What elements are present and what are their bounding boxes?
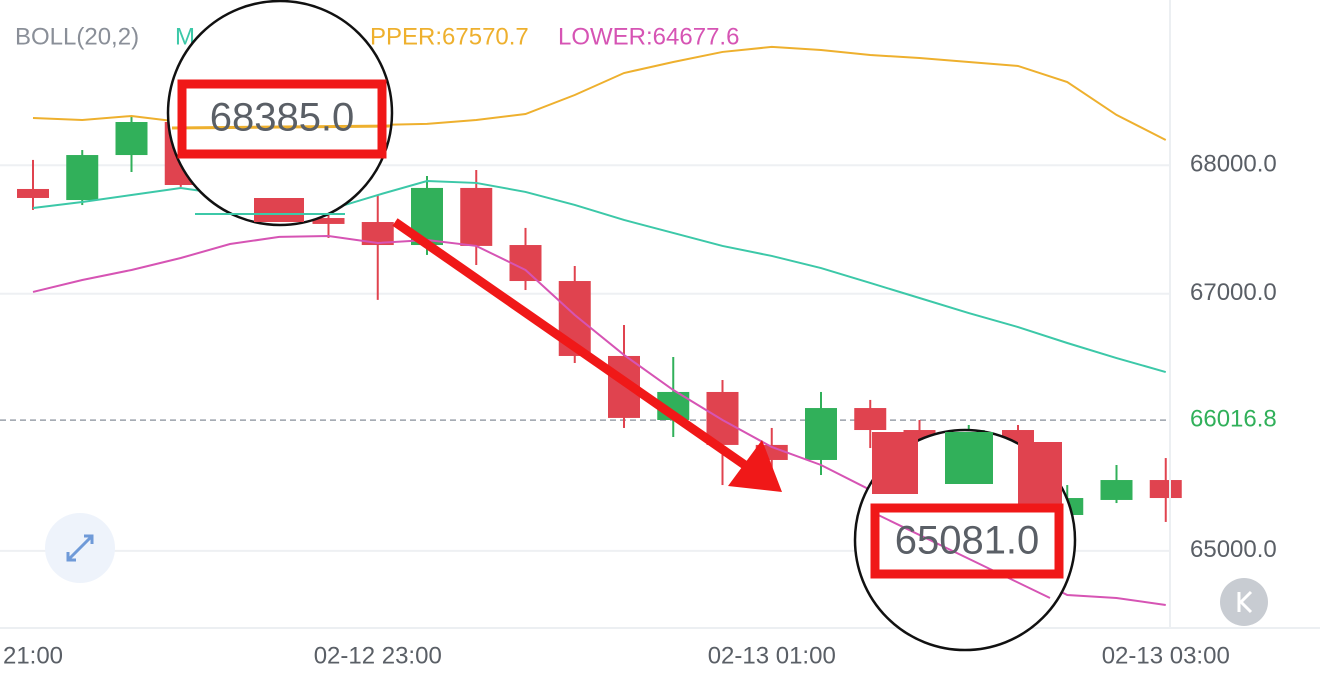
y-tick-label: 68000.0 bbox=[1190, 151, 1277, 178]
candle-body bbox=[706, 391, 739, 445]
lens-line bbox=[171, 124, 391, 130]
lens-candle bbox=[872, 432, 918, 494]
button-icon bbox=[1237, 590, 1253, 614]
zoom-lens bbox=[166, 0, 394, 227]
candle-body bbox=[1100, 480, 1133, 500]
back-button[interactable] bbox=[1220, 578, 1268, 626]
fullscreen-button[interactable] bbox=[45, 513, 115, 583]
candle-body bbox=[805, 408, 837, 460]
band-line bbox=[32, 180, 1167, 374]
button-bg bbox=[1220, 578, 1268, 626]
legend-entry: PPER:67570.7 bbox=[370, 23, 529, 50]
candle-body bbox=[66, 155, 99, 201]
callout-box bbox=[177, 79, 387, 159]
legend-entry: BOLL(20,2) bbox=[15, 23, 139, 50]
legend-entry: M bbox=[175, 23, 195, 50]
trend-arrow bbox=[392, 218, 755, 474]
y-tick-label: 65000.0 bbox=[1190, 536, 1277, 563]
lens-candle bbox=[1018, 442, 1062, 504]
last-price-label: 66016.8 bbox=[1190, 405, 1277, 432]
candle-body bbox=[17, 188, 49, 198]
y-tick-label: 67000.0 bbox=[1190, 279, 1277, 306]
x-tick-label: 21:00 bbox=[3, 642, 63, 669]
callout-box bbox=[870, 503, 1064, 579]
candle-body bbox=[361, 222, 394, 246]
x-tick-label: 02-12 23:00 bbox=[314, 642, 442, 669]
lens-candle bbox=[254, 198, 304, 222]
x-tick-label: 02-13 03:00 bbox=[1102, 642, 1230, 669]
x-tick-label: 02-13 01:00 bbox=[708, 642, 836, 669]
trend-arrowhead bbox=[728, 440, 782, 492]
candle-body bbox=[854, 408, 887, 431]
overlay: 68000.0 67000.0 65000.0 66016.8 21:00 02-12 2… bbox=[3, 0, 1277, 669]
callout-text: 65081.0 bbox=[895, 519, 1040, 563]
lens-line bbox=[871, 511, 1051, 599]
candle-body bbox=[1149, 480, 1182, 499]
lens-candle bbox=[945, 432, 993, 484]
button-icon bbox=[66, 534, 94, 562]
callout-text: 68385.0 bbox=[210, 96, 355, 140]
candle-body bbox=[460, 187, 493, 246]
candle-body bbox=[312, 218, 345, 224]
candle-body bbox=[115, 122, 148, 156]
legend-entry: LOWER:64677.6 bbox=[558, 23, 739, 50]
candle-body bbox=[509, 245, 542, 282]
